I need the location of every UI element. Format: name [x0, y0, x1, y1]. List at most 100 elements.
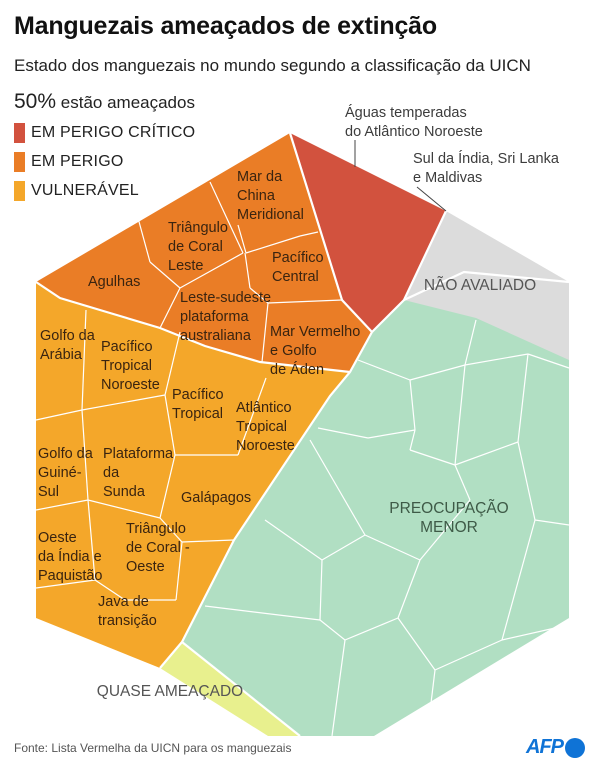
cell-border [179, 252, 244, 289]
category-border [35, 281, 351, 374]
cell-border [149, 261, 181, 289]
cell-border [527, 353, 570, 369]
afp-logo: AFP [526, 736, 585, 759]
cell-border [454, 464, 471, 501]
cell-border [517, 441, 536, 521]
cell-borders [35, 132, 570, 737]
cell-border [175, 541, 183, 601]
label-golfo-arabia: Golfo da Arábia [40, 328, 96, 363]
cell-border [501, 519, 536, 641]
cell-border [427, 669, 436, 729]
cell-border [267, 299, 343, 304]
voronoi-cells [36, 133, 569, 736]
chart-title: Manguezais ameaçados de extinção [14, 12, 437, 40]
region-critically-endangered [290, 133, 446, 332]
label-annot-notassessed: Sul da Índia, Sri Lanka e Maldivas [413, 150, 560, 186]
label-pacifico-central: Pacífico Central [272, 250, 324, 285]
label-java: Java de transição [98, 594, 157, 629]
cell-border [344, 617, 399, 641]
cell-border [364, 534, 421, 561]
cell-border [397, 617, 436, 671]
cell-border [454, 364, 466, 466]
threat-percentage: 50% [14, 90, 57, 113]
cell-border [209, 181, 244, 254]
category-border [288, 132, 373, 333]
cell-border [331, 639, 346, 737]
cell-border [159, 454, 176, 519]
label-mar-vermelho: Mar Vermelho e Golfo de Áden [270, 324, 360, 378]
legend-label-vulnerable: VULNERÁVEL [31, 182, 139, 199]
cell-border [501, 627, 556, 641]
cell-border [534, 519, 570, 526]
cell-border [81, 394, 166, 411]
label-cat-near: QUASE AMEAÇADO [97, 683, 243, 700]
label-mar-china: Mar da China Meridional [237, 169, 304, 223]
label-triangulo-leste: Triângulo de Coral Leste [168, 220, 228, 274]
region-not-assessed [404, 211, 569, 360]
cell-border [244, 252, 251, 289]
legend-label-endangered: EM PERIGO [31, 153, 124, 170]
label-atl-trop-noroeste: Atlântico Tropical Noroeste [236, 400, 295, 454]
cell-border [517, 353, 529, 443]
cell-border [35, 579, 96, 589]
cell-border [237, 224, 247, 254]
cell-border [159, 287, 181, 329]
cell-border [464, 319, 477, 366]
cell-border [159, 517, 183, 543]
legend-swatch-endangered [14, 152, 25, 172]
cell-border [164, 394, 176, 456]
legend-swatch-critical [14, 123, 25, 143]
cell-border [87, 499, 161, 519]
cell-border [264, 519, 323, 561]
region-vulnerable [36, 282, 350, 668]
cell-border [321, 534, 366, 561]
cell-border [204, 605, 321, 621]
category-border [181, 641, 301, 737]
cell-border [137, 217, 151, 263]
cell-border [309, 439, 366, 536]
cell-border [245, 235, 301, 254]
label-cat-least: PREOCUPAÇÃO MENOR [389, 500, 508, 536]
cell-border [367, 429, 416, 439]
label-agulhas: Agulhas [88, 274, 140, 290]
cell-border [81, 409, 89, 501]
legend-item-vulnerable: VULNERÁVEL [14, 181, 139, 201]
cell-border [409, 379, 416, 431]
cell-border [81, 309, 87, 411]
cell-border [249, 287, 269, 304]
category-border [403, 270, 570, 301]
label-pac-tropical: Pacífico Tropical [172, 387, 224, 422]
threat-summary: 50% estão ameaçados [14, 90, 195, 114]
afp-logo-text: AFP [526, 736, 564, 758]
cell-border [261, 302, 269, 363]
cell-border [419, 499, 471, 561]
cell-border [464, 353, 529, 366]
cell-border [317, 427, 369, 439]
cell-border [397, 559, 421, 619]
cell-border [237, 377, 267, 456]
chart-subtitle: Estado dos manguezais no mundo segundo a… [14, 56, 531, 75]
cell-border [35, 409, 83, 421]
cell-border [434, 639, 503, 671]
label-triangulo-oeste: Triângulo de Coral -Oeste [126, 521, 190, 575]
cell-border [357, 359, 411, 381]
label-annot-critical: Águas temperadas do Atlântico Noroeste [345, 104, 483, 140]
threat-text: estão ameaçados [60, 93, 195, 112]
cell-border [409, 449, 456, 466]
cell-border [94, 579, 126, 601]
cell-border [319, 619, 346, 641]
label-oeste-india: Oeste da Índia e Paquistão [38, 530, 103, 584]
cell-border [409, 364, 466, 381]
region-endangered [36, 133, 372, 372]
annotation-leaders [354, 140, 447, 212]
cell-border [164, 331, 181, 396]
leader-not-assessed [416, 186, 447, 212]
cell-border [319, 559, 323, 621]
legend-swatch-vulnerable [14, 181, 25, 201]
label-pac-trop-noroeste: Pacífico Tropical Noroeste [101, 339, 160, 393]
region-near-threatened [160, 642, 300, 736]
cell-border [454, 441, 519, 466]
legend-label-critical: EM PERIGO CRÍTICO [31, 124, 196, 141]
